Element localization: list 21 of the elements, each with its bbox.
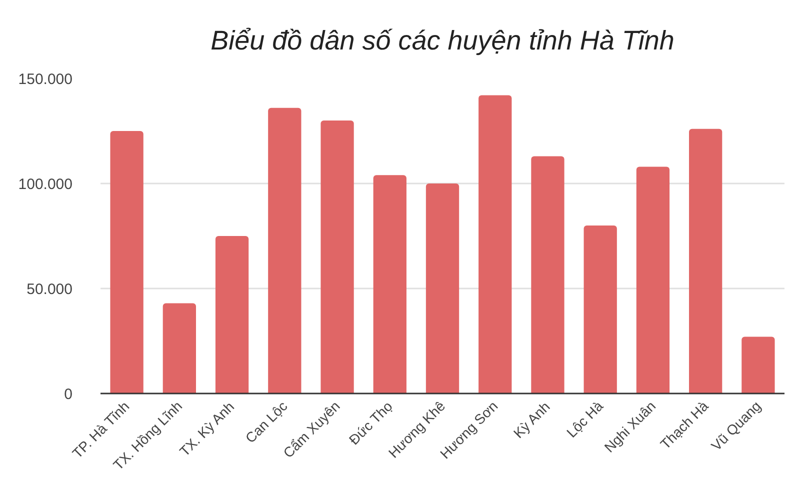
y-tick-label: 150.000 <box>18 71 73 88</box>
x-tick-label: Lộc Hà <box>563 398 606 441</box>
chart-title: Biểu đồ dân số các huyện tỉnh Hà Tĩnh <box>210 26 674 56</box>
bar <box>162 303 196 394</box>
bar <box>478 95 512 394</box>
bar <box>215 236 249 394</box>
bar <box>584 226 617 394</box>
bar <box>742 336 775 394</box>
y-tick-label: 50.000 <box>26 281 73 298</box>
bar <box>531 156 564 394</box>
bar <box>268 108 302 394</box>
y-tick-label: 0 <box>64 386 72 403</box>
x-tick-label: Kỳ Anh <box>510 398 553 442</box>
x-tick-label: Can Lộc <box>242 398 290 446</box>
bar <box>689 128 722 394</box>
bar <box>373 175 406 394</box>
bar <box>110 131 144 394</box>
y-tick-label: 100.000 <box>18 176 73 193</box>
bar <box>426 184 460 394</box>
bar <box>320 120 354 394</box>
bar <box>636 166 670 394</box>
